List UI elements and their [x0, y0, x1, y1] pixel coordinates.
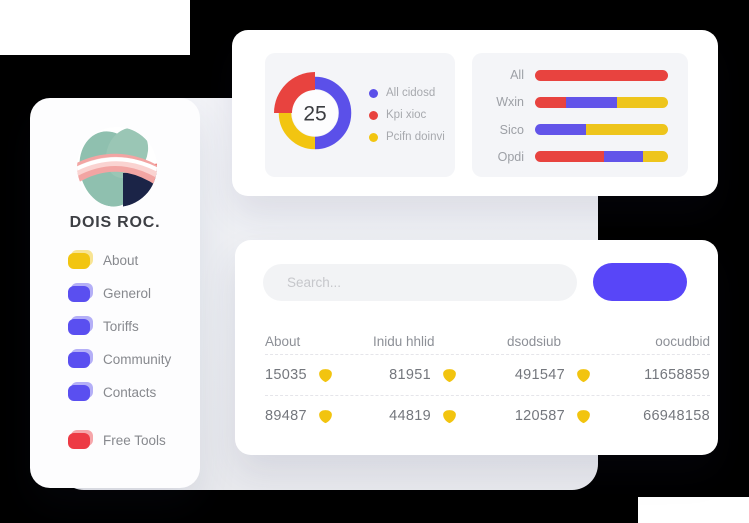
table-cell: 11658859 [644, 367, 710, 383]
brand-name: DOIS ROC. [69, 214, 161, 231]
legend-label: Kpi xioc [386, 109, 427, 121]
column-header: About [265, 333, 301, 349]
stacked-bars-panel: All Wxin Sico Opdi [472, 53, 688, 177]
sidebar-item-label: Generol [103, 286, 152, 301]
donut-chart-panel: 25 All cidosd Kpi xioc Pcifn doinvi [265, 53, 455, 177]
table-cell: 81951 [373, 367, 507, 383]
backdrop-rect-bottom-right [638, 497, 749, 523]
column-header: Inidu hhlid [373, 333, 435, 349]
sidebar-item-free-tools[interactable]: Free Tools [68, 424, 193, 457]
bar-segment-violet [604, 151, 643, 163]
community-blob-icon [68, 348, 93, 368]
donut-legend: All cidosd Kpi xioc Pcifn doinvi [369, 80, 445, 151]
stacked-bar [535, 96, 668, 108]
sidebar-item-label: Free Tools [103, 433, 166, 448]
legend-item: Kpi xioc [369, 107, 445, 124]
table-cell: 15035 [265, 367, 373, 383]
bar-segment-red [535, 151, 605, 163]
badge-pick-icon [576, 368, 591, 383]
badge-pick-icon [442, 409, 457, 424]
table-cell: 44819 [373, 408, 507, 424]
toriffs-blob-icon [68, 315, 93, 335]
generol-blob-icon [68, 282, 93, 302]
column-header: oocudbid [655, 333, 710, 349]
bar-segment-yellow [616, 96, 668, 108]
table-row: 15035 81951 491547 116 [265, 354, 710, 395]
legend-label: All cidosd [386, 87, 436, 99]
logo-illustration [77, 127, 157, 207]
bar-label: Sico [499, 122, 524, 137]
search-box [263, 264, 577, 301]
sidebar-menu: About Generol Toriffs [68, 244, 193, 457]
data-table-card: About Inidu hhlid dsodsiub oocudbid 1503… [235, 240, 718, 455]
badge-pick-icon [576, 409, 591, 424]
table-cell: 491547 [507, 367, 641, 383]
bar-label: Opdi [497, 149, 524, 164]
stats-card: 25 All cidosd Kpi xioc Pcifn doinvi [232, 30, 718, 196]
primary-action-button[interactable] [593, 263, 687, 301]
legend-dot-red [369, 110, 378, 120]
table-cell: 89487 [265, 408, 373, 424]
legend-dot-blue [369, 88, 378, 98]
contacts-blob-icon [68, 381, 93, 401]
badge-pick-icon [318, 409, 333, 424]
bar-segment-red [535, 69, 668, 81]
donut-center-value: 25 [303, 102, 326, 125]
sidebar-item-generol[interactable]: Generol [68, 277, 193, 310]
data-table: About Inidu hhlid dsodsiub oocudbid 1503… [265, 328, 710, 436]
backdrop-rect-top-left [0, 0, 190, 55]
legend-item: All cidosd [369, 85, 445, 102]
sidebar: DOIS ROC. About Generol [30, 98, 200, 488]
sidebar-item-label: Toriffs [103, 319, 139, 334]
sidebar-item-label: Community [103, 352, 172, 367]
badge-pick-icon [318, 368, 333, 383]
legend-dot-yellow [369, 132, 378, 142]
brand-logo [77, 127, 157, 207]
donut-chart: 25 [269, 67, 361, 164]
about-blob-icon [68, 249, 93, 269]
table-cell: 66948158 [643, 408, 710, 424]
donut-segment-yellow [278, 112, 316, 149]
bar-label: Wxin [496, 95, 524, 110]
bar-row-wxin: Wxin [486, 95, 668, 109]
legend-item: Pcifn doinvi [369, 129, 445, 146]
stacked-bar [535, 69, 668, 81]
sidebar-item-community[interactable]: Community [68, 343, 193, 376]
bar-segment-red [535, 96, 566, 108]
badge-pick-icon [442, 368, 457, 383]
table-row: 89487 44819 120587 669 [265, 395, 710, 436]
search-input[interactable] [263, 264, 577, 301]
stacked-bar [535, 151, 668, 163]
table-cell: 120587 [507, 408, 641, 424]
sidebar-item-label: Contacts [103, 385, 157, 400]
bar-label: All [510, 68, 524, 82]
bar-segment-violet [565, 96, 617, 108]
sidebar-item-label: About [103, 253, 139, 268]
free-tools-blob-icon [68, 429, 93, 449]
bar-segment-yellow [585, 124, 668, 136]
stacked-bar [535, 124, 668, 136]
bar-segment-yellow [642, 151, 668, 163]
bar-row-all: All [486, 68, 668, 82]
sidebar-item-toriffs[interactable]: Toriffs [68, 310, 193, 343]
donut-segment-blue [314, 76, 352, 149]
donut-hole [292, 89, 338, 136]
column-header: dsodsiub [507, 333, 562, 349]
bar-segment-violet [535, 124, 586, 136]
bar-row-sico: Sico [486, 123, 668, 137]
table-header-row: About Inidu hhlid dsodsiub oocudbid [265, 328, 710, 354]
bar-row-opdi: Opdi [486, 150, 668, 164]
legend-label: Pcifn doinvi [386, 131, 445, 143]
sidebar-item-contacts[interactable]: Contacts [68, 376, 193, 409]
sidebar-item-about[interactable]: About [68, 244, 193, 277]
